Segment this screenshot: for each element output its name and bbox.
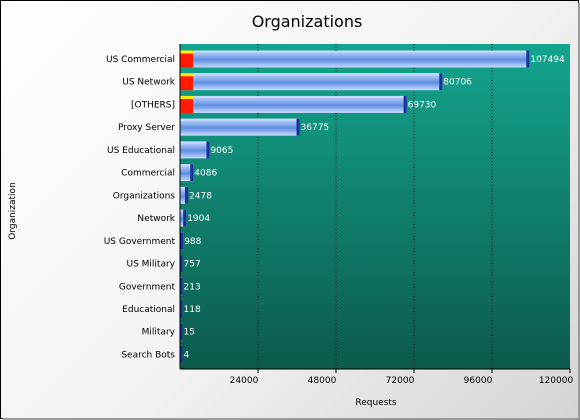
bar-cap-9 — [179, 255, 183, 273]
bar-7 — [180, 209, 187, 227]
category-label-4: US Educational — [107, 146, 175, 156]
bars: 107494 80706 69730 36775 9065 4086 2478 1904 988… — [179, 50, 565, 363]
bar-3 — [180, 118, 300, 136]
bar-marker-2 — [180, 95, 193, 113]
bar-highlight-7 — [180, 209, 187, 212]
bar-cap-7 — [183, 209, 187, 227]
x-tick-labels: 24000 48000 72000 96000 120000 — [230, 369, 574, 386]
bar-value-label-12: 15 — [184, 328, 195, 338]
bar-cap-1 — [439, 73, 443, 91]
bar-marker-edge-0 — [180, 50, 193, 54]
x-tick-label-1: 48000 — [308, 376, 337, 386]
bar-value-label-1: 80706 — [443, 78, 472, 88]
bar-marker-edge-1 — [180, 73, 193, 77]
category-label-6: Organizations — [113, 191, 176, 201]
bar-value-label-4: 9065 — [210, 146, 233, 156]
bar-highlight-1 — [180, 73, 443, 76]
bar-highlight-2 — [180, 95, 407, 98]
category-label-13: Search Bots — [121, 350, 175, 360]
bar-marker-0 — [180, 50, 193, 68]
bar-value-label-11: 118 — [184, 305, 201, 315]
category-label-3: Proxy Server — [118, 123, 175, 133]
bar-value-label-10: 213 — [184, 282, 201, 292]
bar-0 — [180, 50, 530, 68]
category-label-1: US Network — [122, 78, 176, 88]
chart-title: Organizations — [252, 12, 363, 31]
bar-value-label-3: 36775 — [301, 123, 330, 133]
category-label-7: Network — [137, 214, 175, 224]
bar-marker-edge-2 — [180, 95, 193, 99]
category-label-9: US Military — [127, 260, 176, 270]
bar-cap-3 — [296, 118, 300, 136]
bar-5 — [180, 164, 194, 182]
frame-shadow-right — [578, 3, 580, 420]
bar-cap-8 — [180, 232, 184, 250]
bar-cap-5 — [190, 164, 194, 182]
bar-value-label-7: 1904 — [187, 214, 210, 224]
category-label-12: Military — [142, 328, 176, 338]
y-axis-label: Organization — [8, 182, 18, 240]
x-tick-label-2: 72000 — [386, 376, 415, 386]
bar-marker-1 — [180, 73, 193, 91]
category-label-8: US Government — [104, 237, 176, 247]
x-tick-label-0: 24000 — [230, 376, 259, 386]
bar-value-label-6: 2478 — [189, 191, 212, 201]
category-label-2: [OTHERS] — [131, 100, 175, 110]
bar-highlight-4 — [180, 141, 210, 144]
x-tick-label-3: 96000 — [464, 376, 493, 386]
bar-cap-6 — [185, 186, 189, 204]
bar-cap-10 — [179, 277, 183, 295]
bar-value-label-13: 4 — [184, 350, 190, 360]
bar-cap-2 — [403, 95, 407, 113]
bar-value-label-2: 69730 — [408, 100, 437, 110]
bar-2 — [180, 95, 407, 113]
bar-highlight-0 — [180, 50, 530, 53]
bar-value-label-0: 107494 — [530, 55, 565, 65]
bar-highlight-6 — [180, 186, 189, 189]
bar-cap-12 — [179, 323, 183, 341]
frame-shadow-bottom — [3, 418, 580, 420]
category-label-11: Educational — [122, 305, 175, 315]
category-labels: US Commercial US Network [OTHERS] Proxy Ser… — [104, 55, 176, 360]
bar-value-label-9: 757 — [184, 260, 201, 270]
bar-1 — [180, 73, 443, 91]
x-axis-label: Requests — [355, 398, 397, 408]
x-tick-label-4: 120000 — [539, 376, 574, 386]
category-label-5: Commercial — [121, 169, 175, 179]
bar-highlight-5 — [180, 164, 194, 167]
bar-cap-4 — [206, 141, 210, 159]
bar-highlight-3 — [180, 118, 300, 121]
bar-4 — [180, 141, 210, 159]
category-label-0: US Commercial — [106, 55, 175, 65]
bar-6 — [180, 186, 189, 204]
category-label-10: Government — [119, 282, 176, 292]
bar-value-label-5: 4086 — [194, 169, 217, 179]
bar-value-label-8: 988 — [184, 237, 201, 247]
plot-area — [180, 44, 570, 369]
bar-cap-13 — [179, 345, 183, 363]
bar-cap-0 — [526, 50, 530, 68]
bar-cap-11 — [179, 300, 183, 318]
